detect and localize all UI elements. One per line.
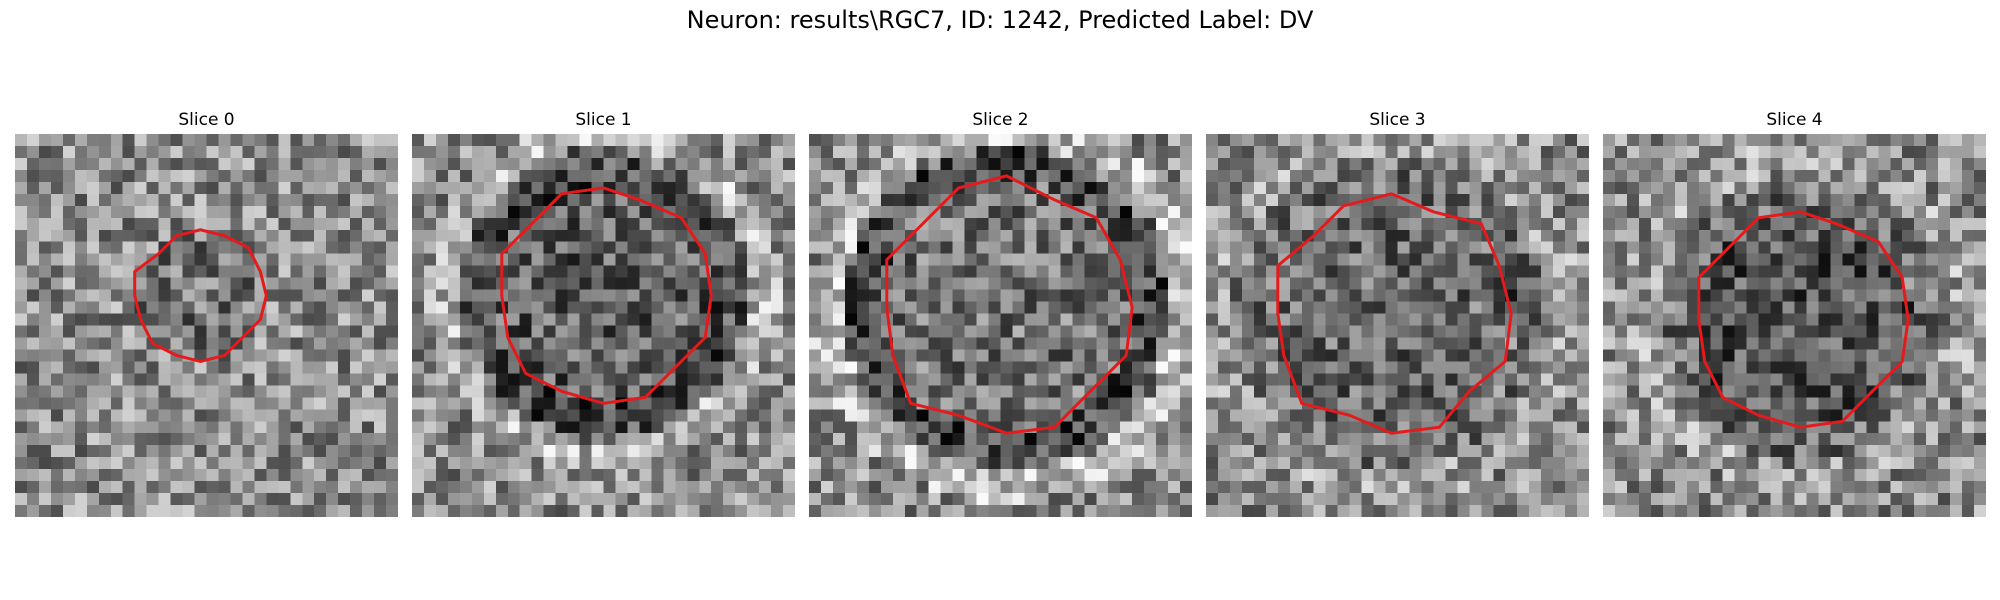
slice-contour-layer-0 bbox=[133, 228, 268, 363]
slice-image-0 bbox=[15, 134, 398, 517]
slice-image-4 bbox=[1603, 134, 1986, 517]
slice-title-0: Slice 0 bbox=[178, 110, 235, 130]
roi-contour-4 bbox=[1697, 210, 1910, 429]
slice-panel-3: Slice 3 bbox=[1206, 108, 1589, 517]
slice-title-3: Slice 3 bbox=[1369, 110, 1426, 130]
roi-contour-2 bbox=[885, 174, 1134, 435]
figure-title: Neuron: results\RGC7, ID: 1242, Predicte… bbox=[686, 6, 1314, 34]
slice-panel-2: Slice 2 bbox=[809, 108, 1192, 517]
roi-contour-0 bbox=[133, 228, 268, 363]
slice-title-1: Slice 1 bbox=[575, 110, 632, 130]
slice-panel-1: Slice 1 bbox=[412, 108, 795, 517]
slice-contour-layer-4 bbox=[1697, 210, 1910, 429]
slice-contour-layer-3 bbox=[1276, 192, 1513, 435]
roi-contour-1 bbox=[500, 186, 713, 405]
slice-contour-layer-2 bbox=[885, 174, 1134, 435]
slice-title-4: Slice 4 bbox=[1766, 110, 1823, 130]
slice-contour-layer-1 bbox=[500, 186, 713, 405]
slice-image-2 bbox=[809, 134, 1192, 517]
slice-panel-0: Slice 0 bbox=[15, 108, 398, 517]
slice-image-1 bbox=[412, 134, 795, 517]
slice-title-2: Slice 2 bbox=[972, 110, 1029, 130]
roi-contour-3 bbox=[1276, 192, 1513, 435]
slice-panel-4: Slice 4 bbox=[1603, 108, 1986, 517]
